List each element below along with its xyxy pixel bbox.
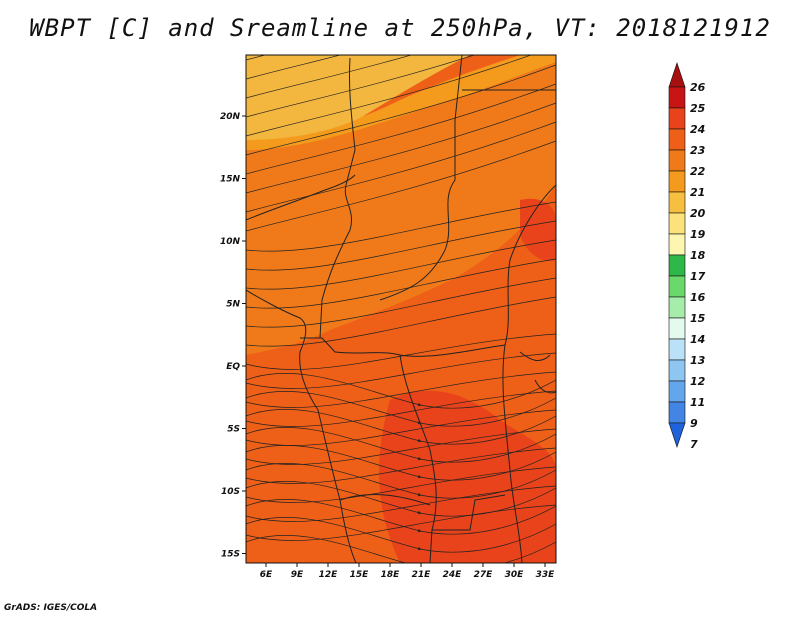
- streamline: [246, 201, 556, 252]
- lon-label: 21E: [412, 570, 432, 580]
- streamline: [246, 463, 556, 499]
- wbpt-shading-20: [246, 55, 470, 140]
- streamline: [246, 447, 556, 484]
- streamline: [246, 352, 556, 389]
- colorbar-min-arrow: [668, 422, 686, 448]
- streamline: [246, 239, 556, 290]
- colorbar-label: 13: [690, 354, 706, 367]
- colorbar-swatch: [668, 212, 686, 235]
- lat-label: EQ: [226, 362, 240, 372]
- map-frame: [245, 54, 557, 564]
- colorbar-label: 23: [690, 144, 706, 157]
- country-borders: [246, 55, 556, 563]
- lon-label: 24E: [443, 570, 463, 580]
- colorbar-label: 19: [690, 228, 706, 241]
- credit-label: GrADS: IGES/COLA: [4, 603, 98, 613]
- streamline: [246, 409, 556, 445]
- colorbar-label: 20: [690, 207, 706, 220]
- colorbar-label: 15: [690, 312, 706, 325]
- streamline: [246, 55, 533, 137]
- colorbar-label: 16: [690, 291, 706, 304]
- streamline: [246, 535, 556, 563]
- colorbar-swatch: [668, 86, 686, 109]
- lat-label: 10S: [221, 487, 240, 497]
- colorbar-swatch: [668, 338, 686, 361]
- longitude-axis: 6E 9E 12E 15E 18E 21E 24E 27E 30E 33E: [260, 563, 555, 580]
- colorbar-swatch: [668, 317, 686, 340]
- colorbar-label: 18: [690, 249, 706, 262]
- streamline: [246, 517, 556, 553]
- streamline: [246, 140, 556, 232]
- streamline: [246, 277, 556, 328]
- streamline: [246, 445, 556, 481]
- colorbar-swatch: [668, 107, 686, 130]
- streamline: [246, 55, 413, 99]
- colorbar-max-arrow: [668, 62, 686, 88]
- wbpt-shading-24: [379, 390, 556, 563]
- lat-label: 10N: [220, 237, 241, 247]
- streamline: [246, 55, 342, 80]
- colorbar-label: 24: [690, 123, 705, 136]
- lon-label: 18E: [381, 570, 401, 580]
- streamline: [246, 296, 556, 347]
- colorbar-swatch: [668, 254, 686, 277]
- streamline: [246, 55, 267, 61]
- wbpt-shading-21: [246, 55, 556, 150]
- streamline: [246, 427, 556, 463]
- wbpt-shading-24-east: [520, 198, 556, 261]
- colorbar-label: 25: [690, 102, 706, 115]
- lon-label: 6E: [260, 570, 273, 580]
- streamline: [246, 220, 556, 271]
- colorbar-swatch: [668, 380, 686, 403]
- streamline: [246, 390, 556, 427]
- colorbar-label: 14: [690, 333, 705, 346]
- colorbar-label: 26: [690, 81, 706, 94]
- colorbar-swatch: [668, 191, 686, 214]
- streamline: [246, 121, 556, 213]
- colorbar-swatch: [668, 149, 686, 172]
- lon-label: 15E: [350, 570, 370, 580]
- colorbar: 26 25 24 23 22 21 20 19 18 17 16 15 14 13 12 11 9 7: [668, 62, 706, 451]
- chart-title: WBPT [C] and Sreamline at 250hPa, VT: 20…: [29, 14, 771, 42]
- streamline: [246, 373, 556, 409]
- streamline: [246, 466, 556, 503]
- streamline: [246, 64, 556, 156]
- lon-label: 33E: [536, 570, 556, 580]
- streamline: [246, 83, 556, 175]
- streamline: [246, 258, 556, 309]
- lon-label: 9E: [291, 570, 304, 580]
- colorbar-label: 22: [690, 165, 706, 178]
- lat-label: 15S: [221, 550, 240, 560]
- streamline: [246, 333, 556, 370]
- colorbar-swatch: [668, 233, 686, 256]
- lon-label: 30E: [505, 570, 525, 580]
- streamline: [246, 504, 556, 541]
- colorbar-swatch: [668, 401, 686, 424]
- colorbar-swatch: [668, 170, 686, 193]
- colorbar-label: 7: [690, 438, 698, 451]
- lat-label: 20N: [220, 112, 241, 122]
- lat-label: 5S: [227, 425, 240, 435]
- streamline: [246, 102, 556, 194]
- colorbar-swatch: [668, 296, 686, 319]
- colorbar-label: 11: [690, 396, 705, 409]
- latitude-axis: 20N 15N 10N 5N EQ 5S 10S 15S: [220, 112, 246, 560]
- colorbar-swatch: [668, 128, 686, 151]
- streamline: [246, 481, 556, 517]
- lon-label: 12E: [319, 570, 339, 580]
- colorbar-label: 12: [690, 375, 706, 388]
- colorbar-label: 21: [690, 186, 705, 199]
- colorbar-label: 17: [690, 270, 706, 283]
- colorbar-label: 9: [690, 417, 698, 430]
- lat-label: 15N: [220, 175, 241, 185]
- streamline: [246, 371, 556, 408]
- colorbar-swatch: [668, 275, 686, 298]
- colorbar-swatch: [668, 359, 686, 382]
- lon-label: 27E: [474, 570, 494, 580]
- lat-label: 5N: [226, 300, 240, 310]
- streamline: [246, 55, 476, 118]
- map-area: [246, 55, 556, 563]
